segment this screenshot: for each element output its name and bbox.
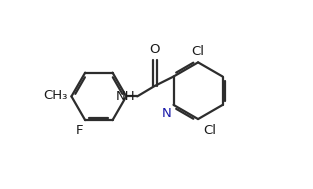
Text: NH: NH <box>116 90 135 103</box>
Text: CH₃: CH₃ <box>43 89 68 102</box>
Text: Cl: Cl <box>203 124 216 137</box>
Text: N: N <box>162 107 171 120</box>
Text: Cl: Cl <box>192 45 205 58</box>
Text: O: O <box>149 43 160 56</box>
Text: F: F <box>75 124 83 136</box>
